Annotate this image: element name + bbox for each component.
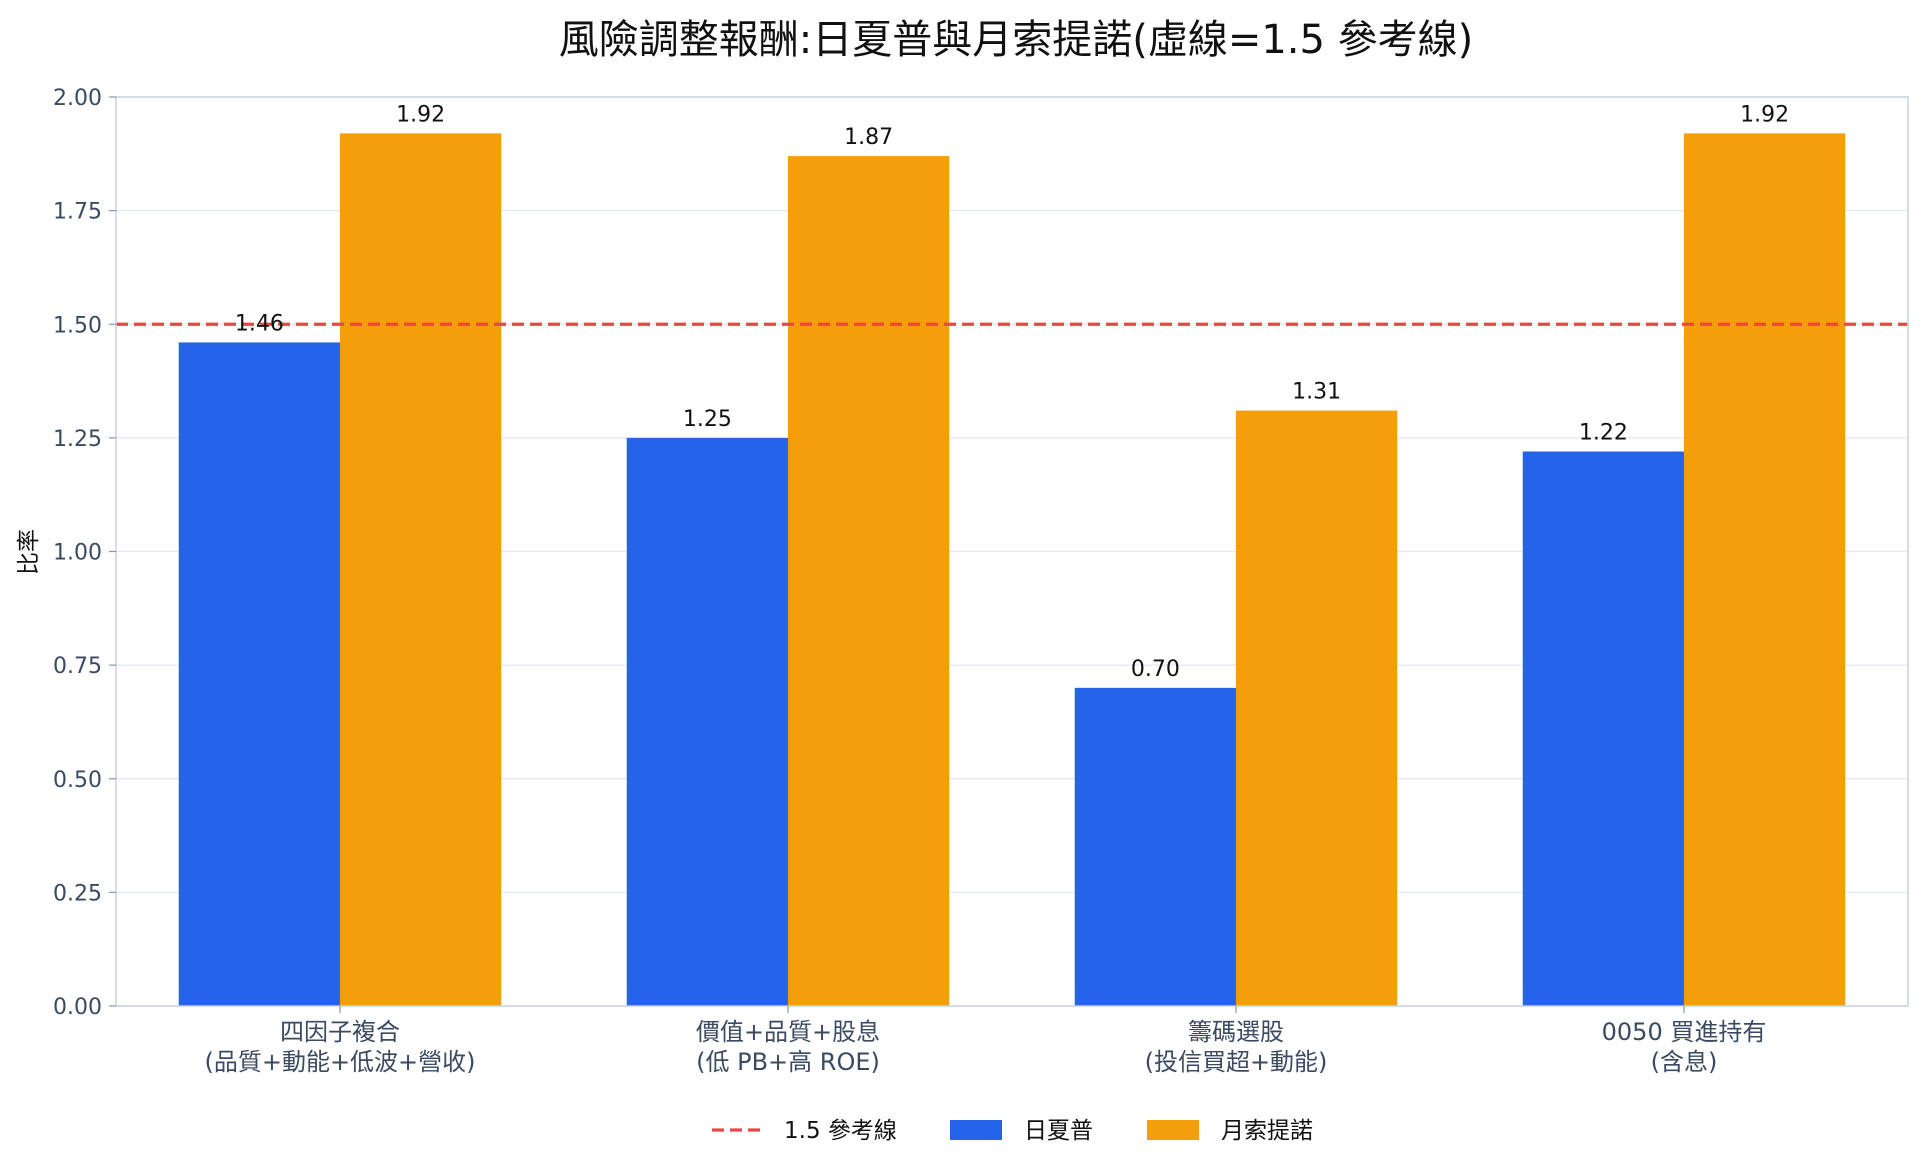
bar: [1236, 410, 1398, 1007]
bar: [178, 342, 340, 1006]
y-tick-label: 0.75: [53, 654, 102, 679]
x-tick-label: 四因子複合: [280, 1018, 400, 1046]
bar-value-label: 1.92: [1740, 102, 1789, 127]
legend-label-series: 日夏普: [1024, 1118, 1093, 1144]
x-tick-label: 0050 買進持有: [1602, 1018, 1767, 1046]
bar-value-label: 1.46: [235, 311, 284, 336]
chart-title: 風險調整報酬:日夏普與月索提諾(虛線=1.5 參考線): [559, 17, 1474, 63]
y-tick-label: 1.25: [53, 427, 102, 452]
bar-value-label: 1.31: [1292, 380, 1341, 405]
y-tick-label: 0.00: [53, 995, 102, 1020]
y-tick-label: 1.50: [53, 313, 102, 338]
bar: [626, 437, 788, 1006]
bar-value-label: 1.87: [844, 125, 893, 150]
bar: [1074, 687, 1236, 1006]
bar-value-label: 0.70: [1131, 657, 1180, 682]
x-tick-label: (低 PB+高 ROE): [696, 1048, 880, 1076]
bar-value-label: 1.22: [1579, 421, 1628, 446]
x-tick-label: (投信買超+動能): [1145, 1048, 1328, 1076]
bar-value-label: 1.25: [683, 407, 732, 432]
x-tick-label: (品質+動能+低波+營收): [204, 1048, 475, 1076]
bar: [1684, 133, 1846, 1007]
legend-label-series: 月索提諾: [1221, 1118, 1313, 1144]
x-tick-label: 價值+品質+股息: [696, 1018, 880, 1046]
value-labels: 1.46 1.92 1.25 1.87 0.70 1.31 1.22 1.92: [235, 102, 1789, 681]
legend-swatch-series: [950, 1120, 1002, 1140]
legend-label-reference-line: 1.5 參考線: [784, 1118, 897, 1144]
bar: [788, 156, 950, 1006]
bar-value-label: 1.92: [396, 102, 445, 127]
x-tick-label: (含息): [1651, 1048, 1718, 1076]
y-tick-label: 1.75: [53, 200, 102, 225]
bar: [340, 133, 502, 1007]
y-tick-label: 0.25: [53, 881, 102, 906]
bar: [1522, 451, 1684, 1006]
legend-swatch-series: [1147, 1120, 1199, 1140]
y-tick-label: 2.00: [53, 86, 102, 111]
x-tick-label: 籌碼選股: [1188, 1018, 1284, 1046]
legend: 1.5 參考線 日夏普 月索提諾: [712, 1118, 1313, 1144]
y-axis-ticks: 0.00 0.25 0.50 0.75 1.00 1.25 1.50 1.75 2.00: [53, 86, 116, 1020]
y-axis-label: 比率: [16, 529, 42, 575]
bars: [178, 133, 1846, 1007]
x-axis-ticks: 四因子複合(品質+動能+低波+營收) 價值+品質+股息(低 PB+高 ROE) 籌碼…: [204, 1006, 1766, 1076]
y-tick-label: 0.50: [53, 768, 102, 793]
y-tick-label: 1.00: [53, 541, 102, 566]
